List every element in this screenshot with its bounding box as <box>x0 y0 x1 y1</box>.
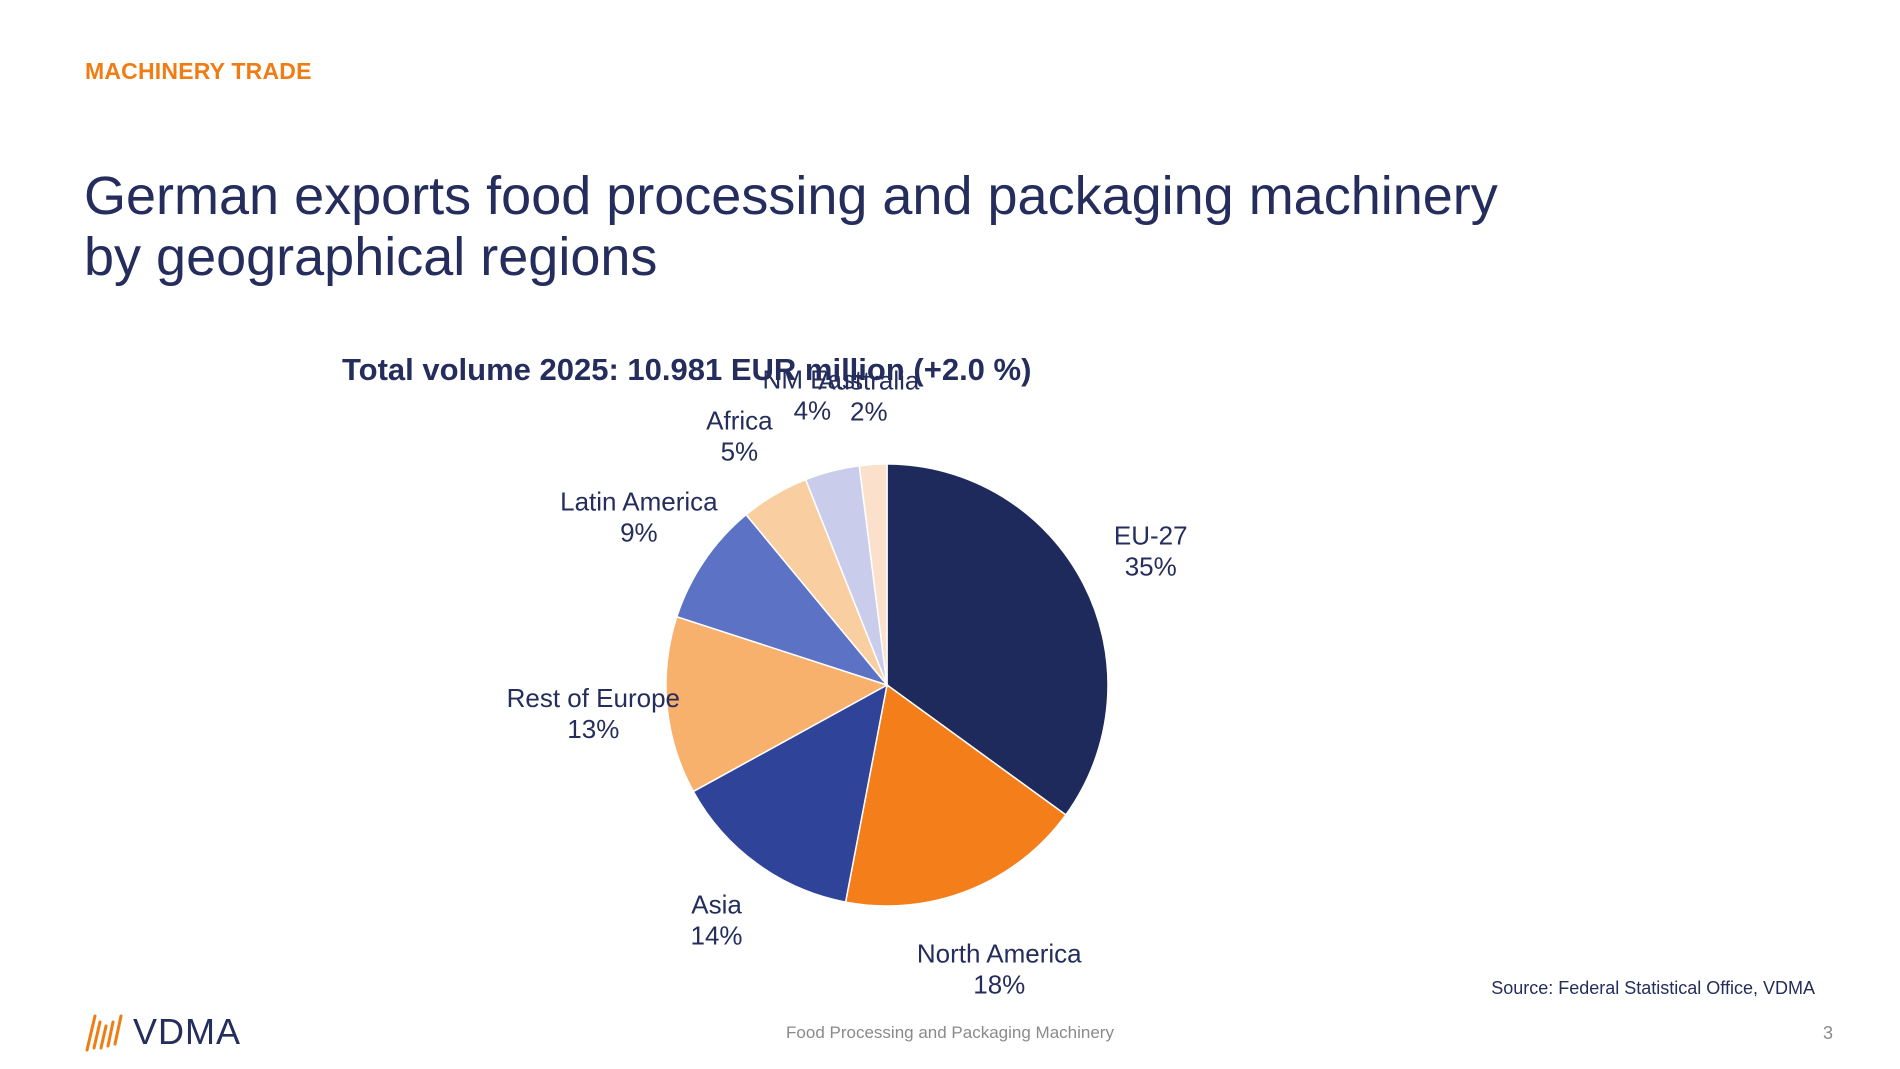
page-number: 3 <box>1822 1023 1833 1043</box>
footer-title: Food Processing and Packaging Machinery <box>786 1023 1114 1042</box>
logo-text: VDMA <box>133 1011 242 1052</box>
pie-slice-rest-of-europe <box>665 615 889 793</box>
pie-label-north-america: North America 18% <box>917 939 1082 1000</box>
vdma-logo-icon <box>85 1014 123 1052</box>
pie-label-asia: Asia 14% <box>691 890 743 951</box>
pie-labels: EU-27 35% North America 18% Asia 14% Rest of E… <box>507 364 1188 999</box>
chart-title: Total volume 2025: 10.981 EUR million (+… <box>342 352 1032 387</box>
pie-label-eu-27: EU-27 35% <box>1114 521 1188 582</box>
pie-label-latin-america: Latin America 9% <box>560 486 718 547</box>
pie-label-nm-east: NM East 4% <box>763 364 863 425</box>
pie-slice-north-america <box>844 683 1067 907</box>
pie-slice-australia <box>858 463 888 686</box>
pie-slice-asia <box>692 683 889 903</box>
pie-label-australia: Australia 2% <box>818 366 920 427</box>
pie-slice-latin-america <box>675 513 890 687</box>
pie-slices <box>665 463 1109 907</box>
slide-title: German exports food processing and packa… <box>84 166 1498 287</box>
pie-label-africa: Africa 5% <box>706 405 773 466</box>
vdma-logo: VDMA <box>83 1010 241 1054</box>
pie-label-rest-of-europe: Rest of Europe 13% <box>507 683 680 744</box>
section-label: MACHINERY TRADE <box>85 58 312 84</box>
source-note: Source: Federal Statistical Office, VDMA <box>1491 978 1815 998</box>
pie-slice-eu-27 <box>886 463 1109 816</box>
